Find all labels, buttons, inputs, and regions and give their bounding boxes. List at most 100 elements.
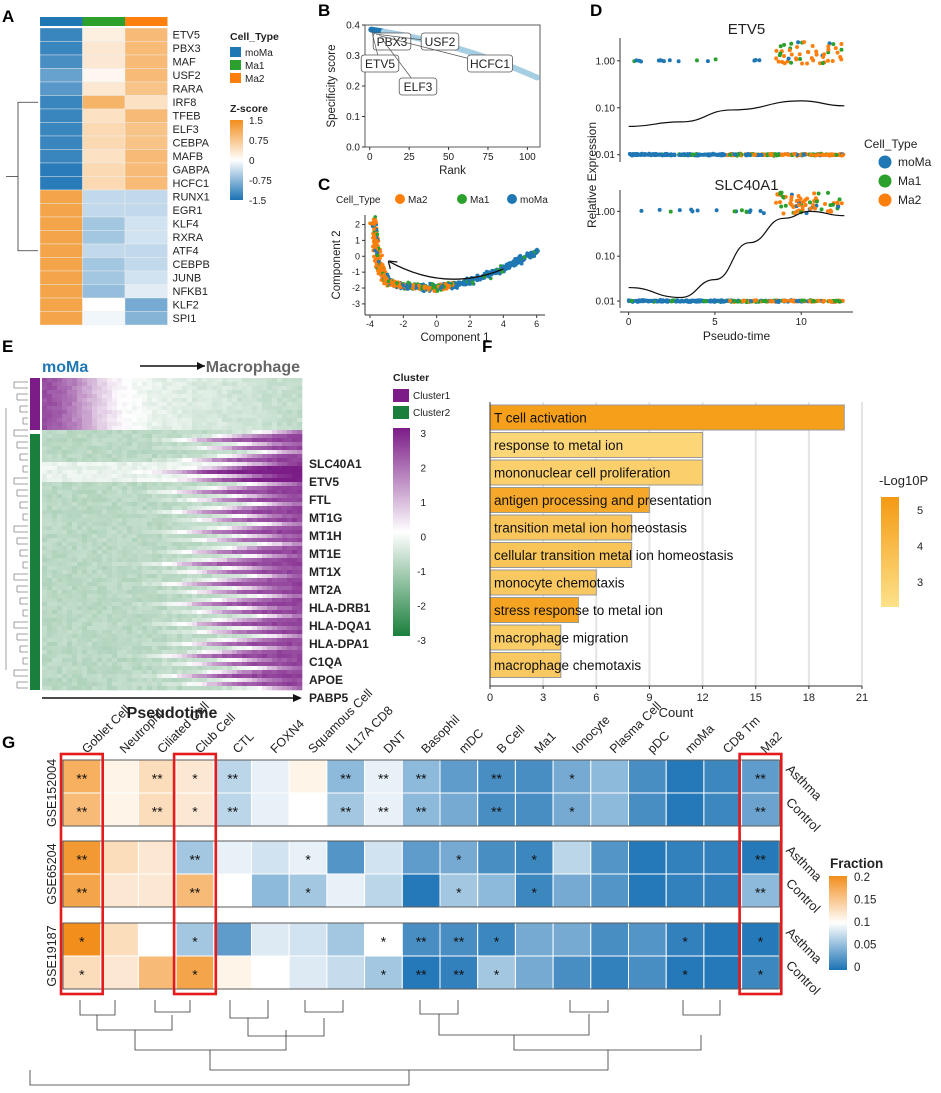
heatmap-cell [107,494,113,499]
heatmap-cell [277,546,283,551]
heatmap-cell [47,462,53,467]
heatmap-cell [167,394,173,399]
heatmap-cell [39,68,83,83]
heatmap-cell [117,434,123,439]
heatmap-cell [212,598,218,603]
heatmap-cell [127,510,133,515]
heatmap-cell [257,454,263,459]
heatmap-cell [282,406,288,411]
cell-point [374,262,379,267]
heatmap-cell [197,410,203,415]
heatmap-cell [272,538,278,543]
heatmap-cell [177,558,183,563]
heatmap-cell [92,386,98,391]
heatmap-cell [292,410,298,415]
heatmap-cell [77,454,83,459]
heatmap-cell [242,554,248,559]
heatmap-cell [167,382,173,387]
heatmap-cell [237,434,243,439]
heatmap-cell [227,430,233,435]
heatmap-cell [122,386,128,391]
heatmap-cell [287,462,293,467]
heatmap-cell [92,514,98,519]
heatmap-cell [82,270,126,285]
heatmap-cell [162,442,168,447]
heatmap-cell [87,546,93,551]
heatmap-cell [252,478,258,483]
heatmap-cell [222,590,228,595]
heatmap-cell [217,414,223,419]
heatmap-cell [212,462,218,467]
heatmap-cell [182,546,188,551]
heatmap-cell [282,570,288,575]
heatmap-cell [257,442,263,447]
heatmap-cell [152,570,158,575]
heatmap-cell [297,578,303,583]
heatmap-cell [282,566,288,571]
heatmap-cell [72,514,78,519]
heatmap-cell [52,582,58,587]
heatmap-cell [152,574,158,579]
heatmap-cell [77,518,83,523]
heatmap-cell [122,482,128,487]
heatmap-cell [147,514,153,519]
heatmap-cell [57,542,63,547]
heatmap-cell [177,506,183,511]
heatmap-cell [162,390,168,395]
heatmap-cell [157,378,163,383]
heatmap-cell [77,558,83,563]
heatmap-cell [82,41,126,56]
heatmap-cell [232,482,238,487]
heatmap-cell [137,542,143,547]
heatmap-cell [182,474,188,479]
row-dendrogram [6,101,38,252]
cell-point [395,281,399,285]
heatmap-cell [57,578,63,583]
heatmap-cell [157,550,163,555]
expression-point [814,52,819,57]
heatmap-cell [177,454,183,459]
heatmap-cell [172,486,178,491]
heatmap-cell [207,574,213,579]
heatmap-cell [212,554,218,559]
heatmap-cell [127,478,133,483]
heatmap-cell [107,570,113,575]
row-label: SPI1 [173,313,197,325]
heatmap-cell [57,514,63,519]
heatmap-cell [42,426,48,431]
heatmap-cell [62,490,68,495]
heatmap-cell [257,538,263,543]
heatmap-cell [232,546,238,551]
heatmap-cell [212,422,218,427]
y-tick-label: 0.01 [596,297,616,308]
heatmap-cell [162,398,168,403]
heatmap-cell [232,418,238,423]
heatmap-cell [247,430,253,435]
heatmap-cell [222,562,228,567]
heatmap-cell [212,594,218,599]
heatmap-cell [282,506,288,511]
heatmap-cell [157,442,163,447]
heatmap-cell [127,414,133,419]
heatmap-cell [132,406,138,411]
heatmap-cell [72,482,78,487]
heatmap-cell [212,486,218,491]
y-tick-label: -1 [352,267,360,277]
heatmap-cell [207,446,213,451]
heatmap-cell [197,394,203,399]
heatmap-cell [267,538,273,543]
heatmap-cell [162,570,168,575]
heatmap-cell [172,406,178,411]
heatmap-cell [92,398,98,403]
heatmap-cell [52,386,58,391]
heatmap-cell [247,454,253,459]
heatmap-cell [107,378,113,383]
heatmap-cell [162,382,168,387]
heatmap-cell [207,426,213,431]
heatmap-cell [252,430,258,435]
heatmap-cell [132,522,138,527]
heatmap-cell [97,546,103,551]
heatmap-cell [272,482,278,487]
heatmap-cell [72,398,78,403]
heatmap-cell [142,438,148,443]
